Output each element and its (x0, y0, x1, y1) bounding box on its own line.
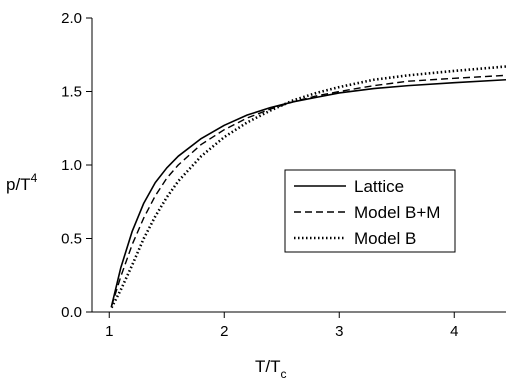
legend-label-lattice: Lattice (354, 177, 404, 196)
legend: Lattice Model B+M Model B (284, 169, 456, 253)
x-tick-label: 2 (220, 323, 228, 340)
y-axis-title: p/T4 (6, 171, 38, 194)
y-axis-title-sup: 4 (31, 171, 38, 185)
y-tick-label: 0.0 (61, 304, 82, 321)
series-line-lattice (110, 78, 507, 307)
y-tick-label: 0.5 (61, 231, 82, 248)
series-layer (110, 65, 507, 309)
x-tick-label: 4 (450, 323, 458, 340)
series-line-model-b (110, 65, 507, 309)
x-axis-title-main: T/T (255, 357, 281, 376)
legend-box (284, 169, 456, 253)
y-tick-label: 2.0 (61, 10, 82, 27)
series-line-model-b-m (110, 74, 507, 307)
axes: 0.0 0.5 1.0 1.5 2.0 1 2 3 4 (61, 10, 506, 340)
y-axis-title-main: p/T (6, 175, 31, 194)
legend-label-model-b: Model B (354, 229, 416, 248)
x-axis-title: T/Tc (255, 357, 287, 378)
y-tick-label: 1.0 (61, 157, 82, 174)
y-tick-label: 1.5 (61, 84, 82, 101)
legend-label-model-b-m: Model B+M (354, 203, 440, 222)
x-axis-title-sub: c (281, 367, 287, 378)
x-tick-label: 3 (335, 323, 343, 340)
x-tick-label: 1 (105, 323, 113, 340)
